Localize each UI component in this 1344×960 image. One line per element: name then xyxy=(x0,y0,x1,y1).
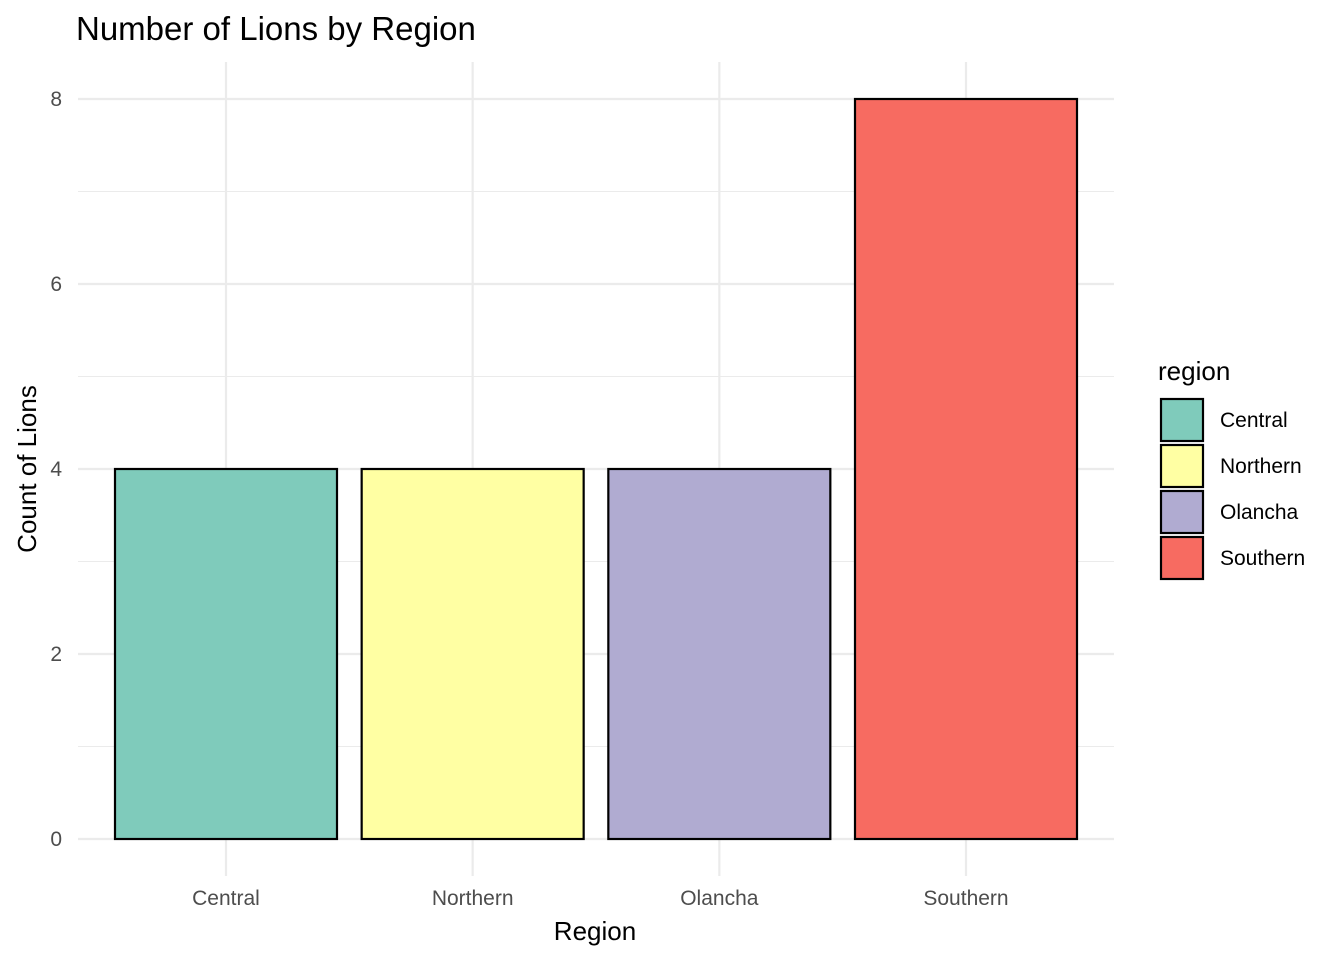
x-tick-label: Southern xyxy=(923,887,1008,910)
legend: region Central Northern Olancha Southern xyxy=(1158,356,1305,581)
y-tick-label: 6 xyxy=(50,273,62,296)
y-tick-label: 2 xyxy=(50,643,62,666)
chart-title: Number of Lions by Region xyxy=(76,10,476,47)
legend-title: region xyxy=(1158,356,1230,386)
legend-items: Central Northern Olancha Southern xyxy=(1159,397,1305,581)
y-tick-label: 0 xyxy=(50,828,62,851)
x-axis-title: Region xyxy=(554,916,636,946)
legend-label-northern: Northern xyxy=(1220,455,1302,478)
x-tick-label: Central xyxy=(192,887,260,910)
legend-key-olancha xyxy=(1159,489,1205,535)
bar-olancha xyxy=(607,467,832,841)
bars xyxy=(113,97,1079,841)
y-axis-title: Count of Lions xyxy=(12,385,42,553)
legend-key-southern xyxy=(1159,535,1205,581)
y-tick-label: 8 xyxy=(50,88,62,111)
legend-label-olancha: Olancha xyxy=(1220,501,1299,524)
x-tick-label: Olancha xyxy=(680,887,759,910)
y-axis-ticks: 0 2 4 6 8 xyxy=(50,88,62,851)
bar-northern xyxy=(360,467,585,841)
bar-southern xyxy=(853,97,1079,841)
legend-key-northern xyxy=(1159,443,1205,489)
y-tick-label: 4 xyxy=(50,458,62,481)
bar-central xyxy=(113,467,339,841)
legend-label-southern: Southern xyxy=(1220,547,1305,570)
x-tick-label: Northern xyxy=(432,887,514,910)
x-axis-ticks: Central Northern Olancha Southern xyxy=(192,887,1008,910)
legend-key-central xyxy=(1159,397,1205,443)
legend-label-central: Central xyxy=(1220,409,1288,432)
